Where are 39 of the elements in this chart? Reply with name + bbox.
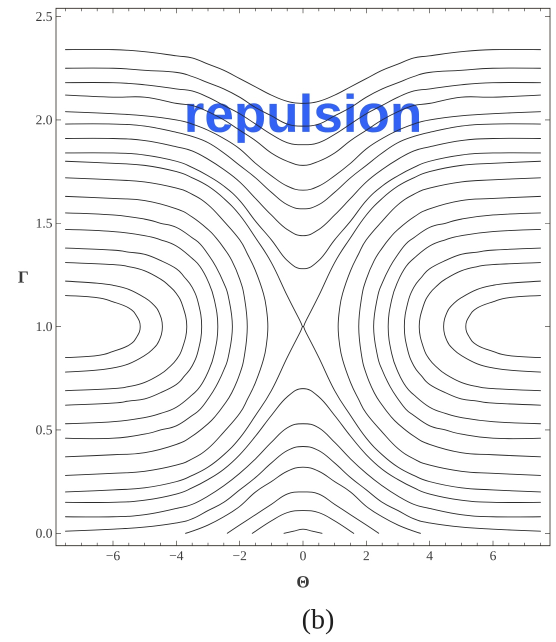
- line-series: [443, 280, 541, 373]
- line-series: [65, 248, 202, 406]
- line-series: [65, 280, 163, 373]
- line-series: [252, 510, 354, 534]
- line-series: [226, 491, 380, 534]
- x-axis-title: Θ: [297, 576, 309, 588]
- x-tick-label: 0: [300, 551, 306, 560]
- x-tick-label: −4: [170, 551, 184, 560]
- line-series: [185, 466, 421, 534]
- line-series: [65, 152, 541, 270]
- y-tick-label: 0.5: [36, 425, 52, 435]
- x-tick-label: 6: [490, 551, 496, 560]
- x-tick-label: 4: [426, 551, 433, 560]
- y-axis-title: Γ: [18, 271, 28, 283]
- y-tick-label: 2.0: [36, 115, 52, 124]
- line-series: [65, 423, 541, 518]
- x-tick-label: 2: [364, 551, 369, 560]
- y-tick-label: 1.0: [36, 322, 52, 332]
- x-tick-label: −6: [106, 551, 120, 560]
- line-series: [65, 196, 248, 458]
- line-series: [65, 388, 541, 503]
- line-series: [65, 446, 541, 532]
- text: (b): [302, 609, 334, 634]
- line-series: [358, 196, 541, 458]
- y-tick-label: 1.5: [36, 218, 52, 228]
- line-series: [373, 212, 541, 440]
- line-series: [65, 212, 233, 440]
- line-series: [65, 177, 268, 476]
- line-series: [465, 295, 541, 358]
- line-series: [404, 248, 541, 406]
- line-series: [65, 229, 218, 424]
- line-series: [338, 177, 541, 476]
- line-series: [388, 229, 541, 424]
- x-tick-label: −2: [233, 551, 246, 560]
- line-series: [65, 262, 188, 392]
- line-series: [65, 295, 141, 358]
- y-tick-label: 0.0: [36, 528, 52, 538]
- line-series: [418, 262, 541, 392]
- y-tick-label: 2.5: [36, 12, 52, 22]
